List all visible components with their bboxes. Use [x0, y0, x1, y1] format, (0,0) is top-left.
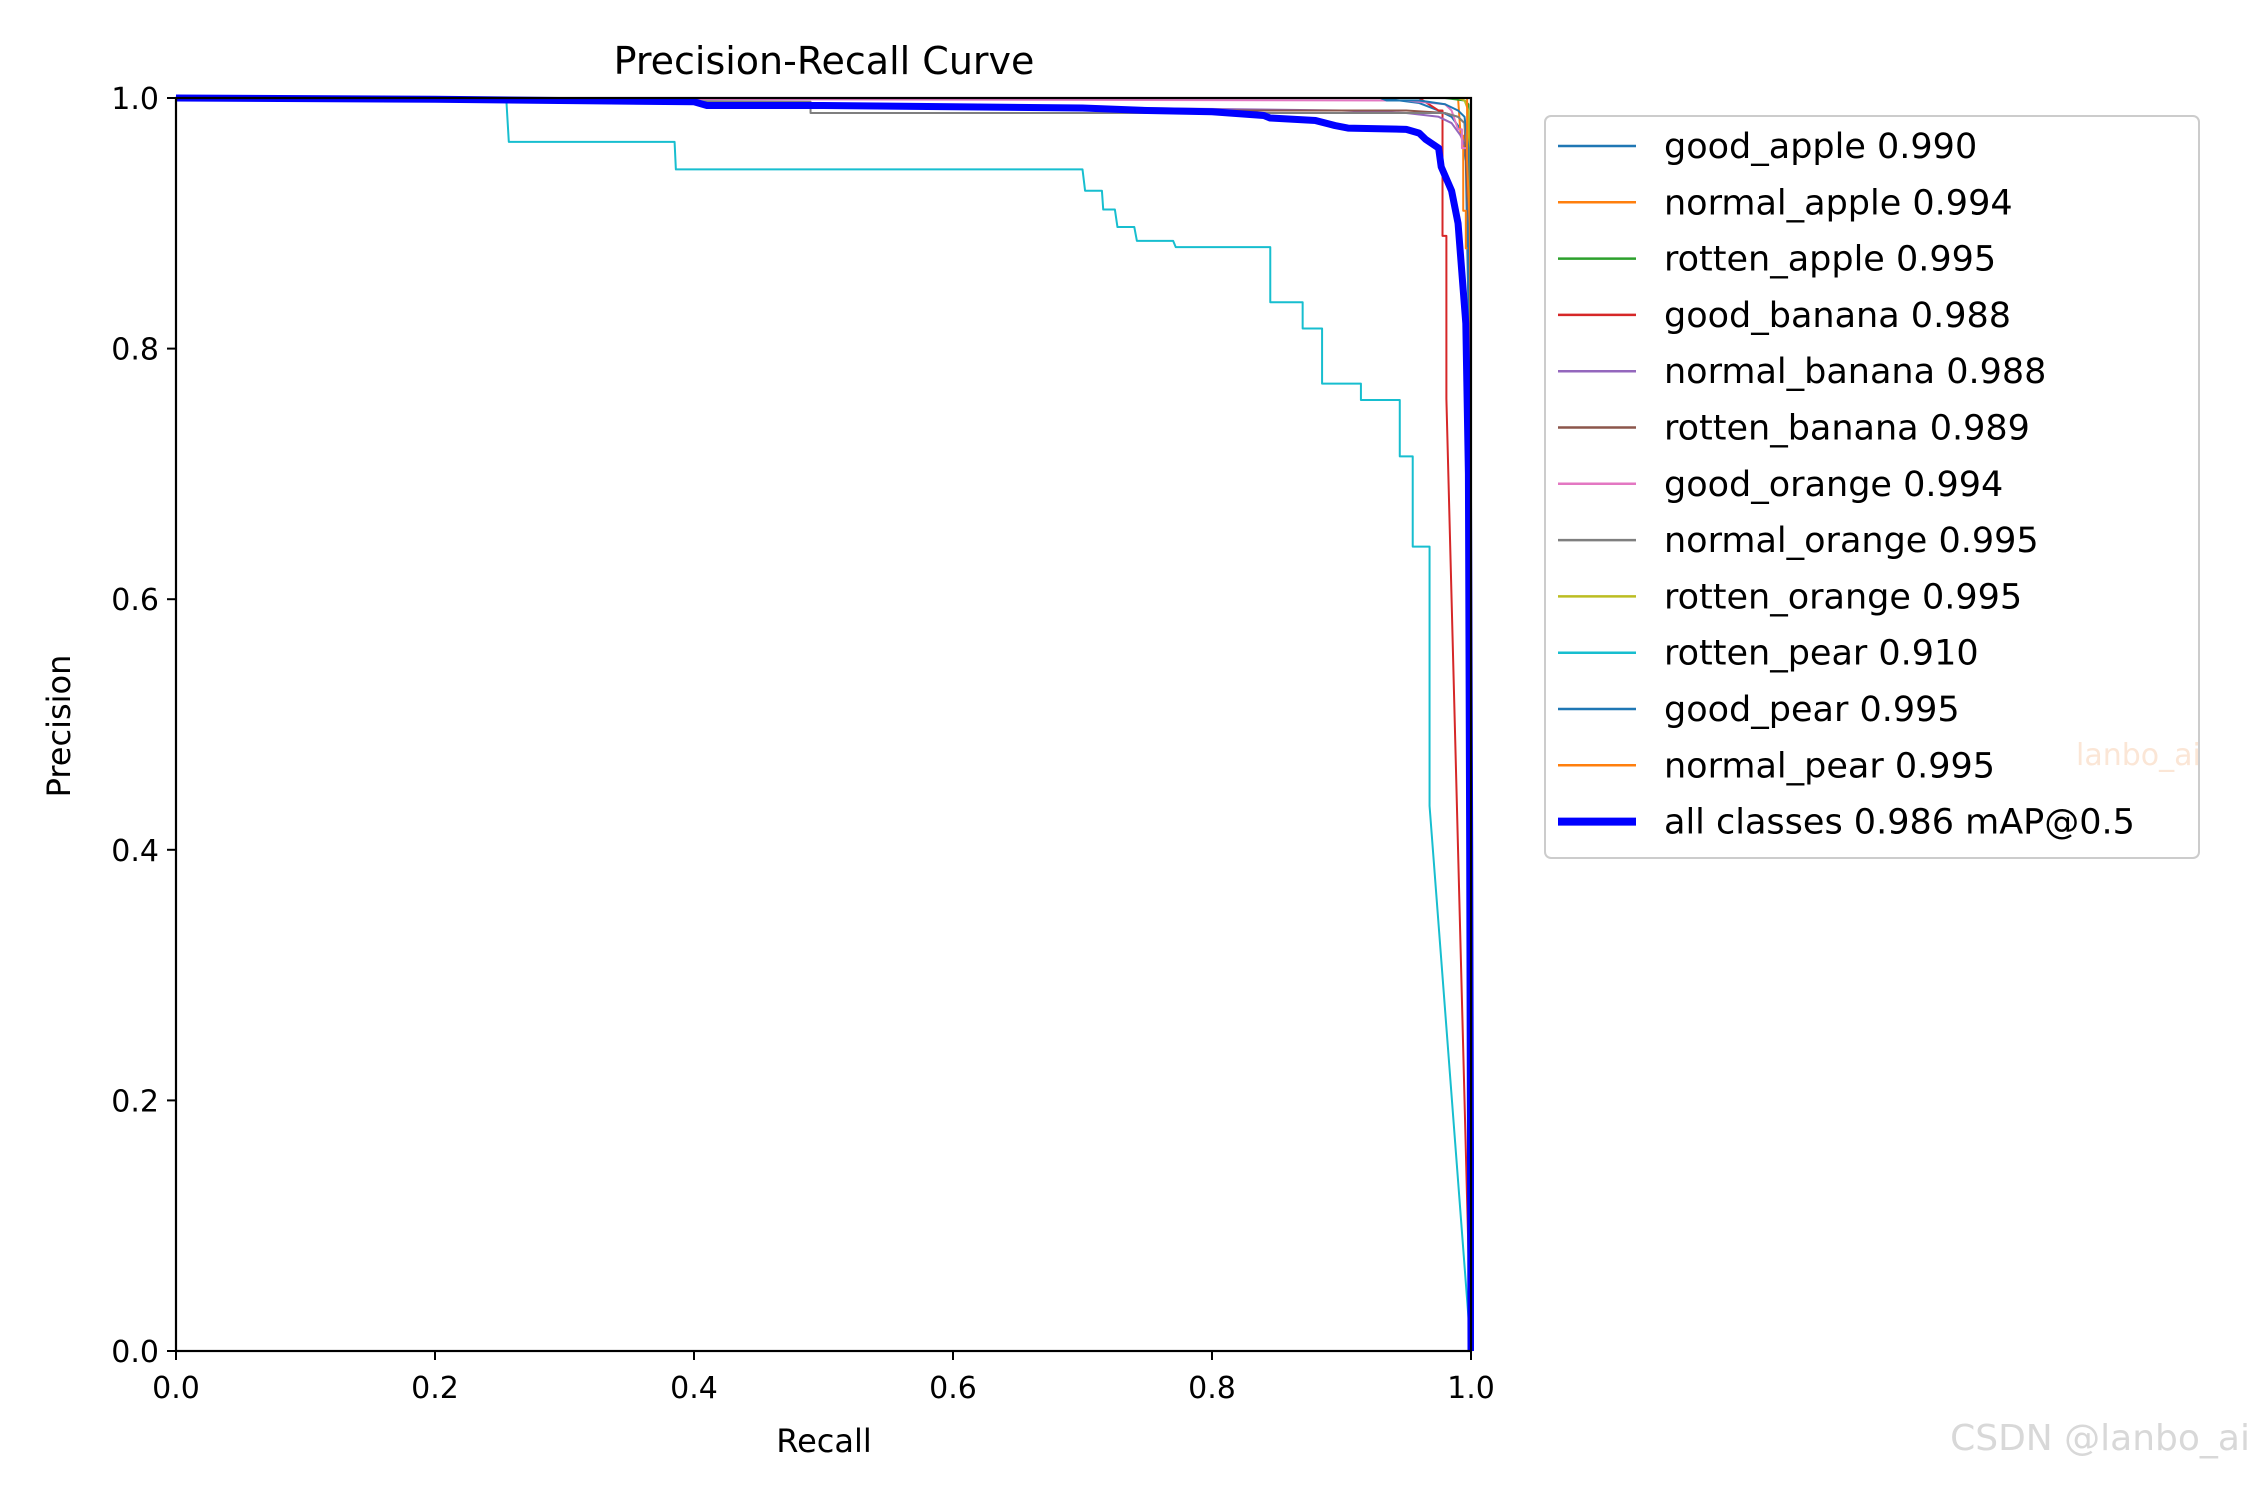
- series-line-12: [175, 94, 1474, 1352]
- x-tick-label: 0.4: [670, 1371, 718, 1406]
- y-tick-label: 0.8: [111, 333, 159, 368]
- chart-title: Precision-Recall Curve: [614, 39, 1035, 83]
- tick-layer: 0.0 0.2 0.4 0.6 0.8 1.0 0.0 0.2 0.4 0.6 0.8 1.0: [111, 82, 1495, 1406]
- legend-label-0: good_apple 0.990: [1664, 127, 1977, 167]
- legend-label-9: rotten_pear 0.910: [1664, 634, 1979, 674]
- y-tick-label: 0.0: [111, 1335, 159, 1370]
- y-axis-label: Precision: [40, 655, 78, 798]
- x-tick-label: 1.0: [1447, 1371, 1495, 1406]
- x-tick-label: 0.2: [411, 1371, 459, 1406]
- y-tick-label: 0.4: [111, 834, 159, 869]
- legend-label-6: good_orange 0.994: [1664, 465, 2003, 505]
- legend-label-3: good_banana 0.988: [1664, 296, 2011, 336]
- legend-label-4: normal_banana 0.988: [1664, 352, 2046, 392]
- legend: good_apple 0.990 normal_apple 0.994 rotten…: [1544, 115, 2200, 859]
- y-tick-label: 0.2: [111, 1084, 159, 1119]
- legend-label-10: good_pear 0.995: [1664, 690, 1960, 730]
- axes-frame: [174, 96, 1473, 1353]
- legend-label-5: rotten_banana 0.989: [1664, 409, 2030, 449]
- series-line-3: [176, 97, 1472, 1352]
- watermark-inline: lanbo_ai: [2076, 738, 2201, 773]
- legend-box: [1544, 115, 2200, 859]
- legend-label-7: normal_orange 0.995: [1664, 521, 2039, 561]
- series-line-9: [176, 97, 1472, 1352]
- watermark-csdn: CSDN @lanbo_ai: [1950, 1418, 2250, 1459]
- legend-label-1: normal_apple 0.994: [1664, 183, 2013, 223]
- x-axis-label: Recall: [776, 1422, 871, 1460]
- x-tick-label: 0.6: [929, 1371, 977, 1406]
- legend-label-12: all classes 0.986 mAP@0.5: [1664, 803, 2135, 843]
- legend-label-2: rotten_apple 0.995: [1664, 240, 1996, 280]
- x-tick-label: 0.0: [152, 1371, 200, 1406]
- y-tick-label: 0.6: [111, 583, 159, 618]
- x-tick-label: 0.8: [1188, 1371, 1236, 1406]
- y-tick-label: 1.0: [111, 82, 159, 117]
- legend-label-8: rotten_orange 0.995: [1664, 577, 2022, 617]
- legend-label-11: normal_pear 0.995: [1664, 746, 1995, 786]
